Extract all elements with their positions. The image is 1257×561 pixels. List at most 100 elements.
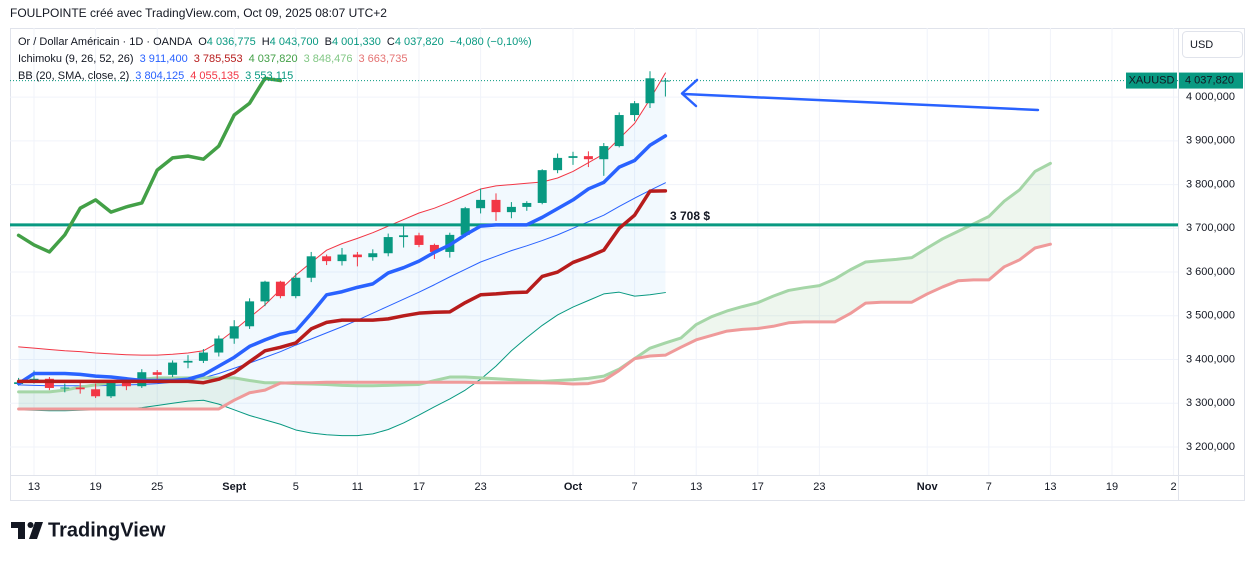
x-tick-label: 19 bbox=[89, 481, 101, 493]
legend-item: 4 055,135 bbox=[190, 70, 239, 82]
ichimoku-line bbox=[16, 76, 283, 254]
logo-mark bbox=[11, 522, 25, 539]
legend-item: 3 804,125 bbox=[135, 70, 184, 82]
ichimoku-line bbox=[16, 189, 668, 385]
currency-button-box[interactable] bbox=[1182, 31, 1243, 58]
x-tick-label: 23 bbox=[813, 481, 825, 493]
arrow-shaft bbox=[682, 92, 1040, 112]
y-tick-label: 4 000,000 bbox=[1186, 91, 1235, 103]
pane-border bbox=[10, 28, 1245, 501]
legend-item: 4 043,700 bbox=[270, 36, 319, 48]
candle-body bbox=[383, 237, 393, 254]
candle-body bbox=[214, 338, 224, 353]
x-tick-label: Nov bbox=[917, 481, 939, 493]
legend-item: O bbox=[198, 36, 207, 48]
y-tick-label: 3 600,000 bbox=[1186, 266, 1235, 278]
x-tick-label: Oct bbox=[564, 481, 583, 493]
x-tick-label: 7 bbox=[632, 481, 638, 493]
candle-body bbox=[352, 254, 362, 258]
candle-body bbox=[229, 326, 239, 339]
legend-row: Ichimoku (9, 26, 52, 26) 3 911,400 3 785,5… bbox=[18, 53, 407, 65]
currency-button-text[interactable]: USD bbox=[1190, 39, 1213, 51]
candle-body bbox=[60, 387, 70, 389]
candle-body bbox=[414, 235, 424, 245]
legend-item: H bbox=[262, 36, 270, 48]
legend-item: 3 553,115 bbox=[245, 70, 293, 82]
candle-body bbox=[121, 382, 131, 387]
axes: 4 000,000 3 900,000 3 800,000 3 700,000 3 60… bbox=[28, 72, 1243, 493]
x-tick-label: 17 bbox=[752, 481, 764, 493]
candle-body bbox=[645, 78, 655, 104]
tradingview-logo: TradingView bbox=[11, 519, 166, 541]
x-tick-label: 17 bbox=[413, 481, 425, 493]
price-badge-text: 4 037,820 bbox=[1185, 74, 1234, 86]
y-tick-label: 3 500,000 bbox=[1186, 310, 1235, 322]
ichimoku-leading-span bbox=[17, 242, 1052, 411]
candle-body bbox=[91, 389, 101, 397]
candle-body bbox=[168, 362, 178, 375]
candle-body bbox=[337, 254, 347, 262]
y-tick-label: 3 700,000 bbox=[1186, 222, 1235, 234]
drawing-arrow bbox=[680, 78, 1040, 112]
y-tick-label: 3 800,000 bbox=[1186, 178, 1235, 190]
candle-body bbox=[106, 382, 116, 397]
legend: Or / Dollar Américain · 1D · OANDA O4 036… bbox=[18, 36, 532, 82]
y-tick-label: 3 900,000 bbox=[1186, 135, 1235, 147]
legend-item: −4,080 (−0,10%) bbox=[450, 36, 532, 48]
candle-body bbox=[522, 202, 532, 207]
candle-body bbox=[399, 235, 409, 238]
x-tick-label: 7 bbox=[986, 481, 992, 493]
legend-item: 3 663,735 bbox=[359, 53, 408, 65]
x-tick-label: 13 bbox=[690, 481, 702, 493]
x-tick-label: 2 bbox=[1171, 481, 1177, 493]
x-tick-label: 23 bbox=[474, 481, 486, 493]
x-tick-label: 13 bbox=[28, 481, 40, 493]
bollinger-line bbox=[18, 72, 666, 356]
candle-body bbox=[568, 156, 578, 158]
candle-body bbox=[660, 80, 670, 82]
header-text: FOULPOINTE créé avec TradingView.com, Oc… bbox=[10, 6, 387, 20]
y-tick-label: 3 200,000 bbox=[1186, 441, 1235, 453]
symbol-badge-text: XAUUSD bbox=[1129, 74, 1175, 86]
candle-body bbox=[491, 199, 501, 213]
candle-body bbox=[260, 281, 270, 302]
candle-body bbox=[322, 256, 332, 262]
candle-body bbox=[183, 360, 193, 363]
candle-body bbox=[152, 372, 162, 375]
legend-item: 4 037,820 bbox=[249, 53, 298, 65]
ichimoku-line bbox=[16, 134, 668, 386]
candle-body bbox=[630, 103, 640, 116]
legend-item: Ichimoku (9, 26, 52, 26) bbox=[18, 53, 134, 65]
logo-mark bbox=[29, 522, 43, 539]
price-badge bbox=[1179, 72, 1243, 89]
y-tick-label: 3 400,000 bbox=[1186, 353, 1235, 365]
x-tick-label: Sept bbox=[222, 481, 246, 493]
legend-item: Or / Dollar Américain · 1D · OANDA bbox=[18, 36, 193, 48]
candle-body bbox=[245, 301, 255, 327]
legend-item: C bbox=[387, 36, 395, 48]
arrow-head bbox=[680, 78, 699, 108]
ichimoku-cloud bbox=[18, 163, 1051, 409]
x-tick-label: 5 bbox=[293, 481, 299, 493]
candle-body bbox=[537, 170, 547, 203]
candle-body bbox=[368, 253, 378, 258]
logo-mark bbox=[27, 522, 34, 528]
legend-row: Or / Dollar Américain · 1D · OANDA O4 036… bbox=[18, 36, 532, 48]
x-tick-label: 11 bbox=[352, 481, 363, 493]
candle-body bbox=[44, 378, 54, 388]
legend-row: BB (20, SMA, close, 2) 3 804,125 4 055,135… bbox=[18, 70, 293, 82]
legend-item: B bbox=[325, 36, 332, 48]
x-tick-label: 13 bbox=[1044, 481, 1056, 493]
candle-body bbox=[275, 281, 285, 297]
symbol-badge bbox=[1126, 72, 1177, 89]
x-tick-label: 25 bbox=[151, 481, 163, 493]
candle-body bbox=[460, 208, 470, 235]
legend-item: 3 848,476 bbox=[304, 53, 353, 65]
candle-body bbox=[506, 206, 516, 213]
currency-button[interactable]: USD bbox=[1182, 31, 1243, 58]
y-tick-label: 3 300,000 bbox=[1186, 397, 1235, 409]
legend-item: 3 911,400 bbox=[140, 53, 188, 65]
candle-body bbox=[476, 199, 486, 209]
